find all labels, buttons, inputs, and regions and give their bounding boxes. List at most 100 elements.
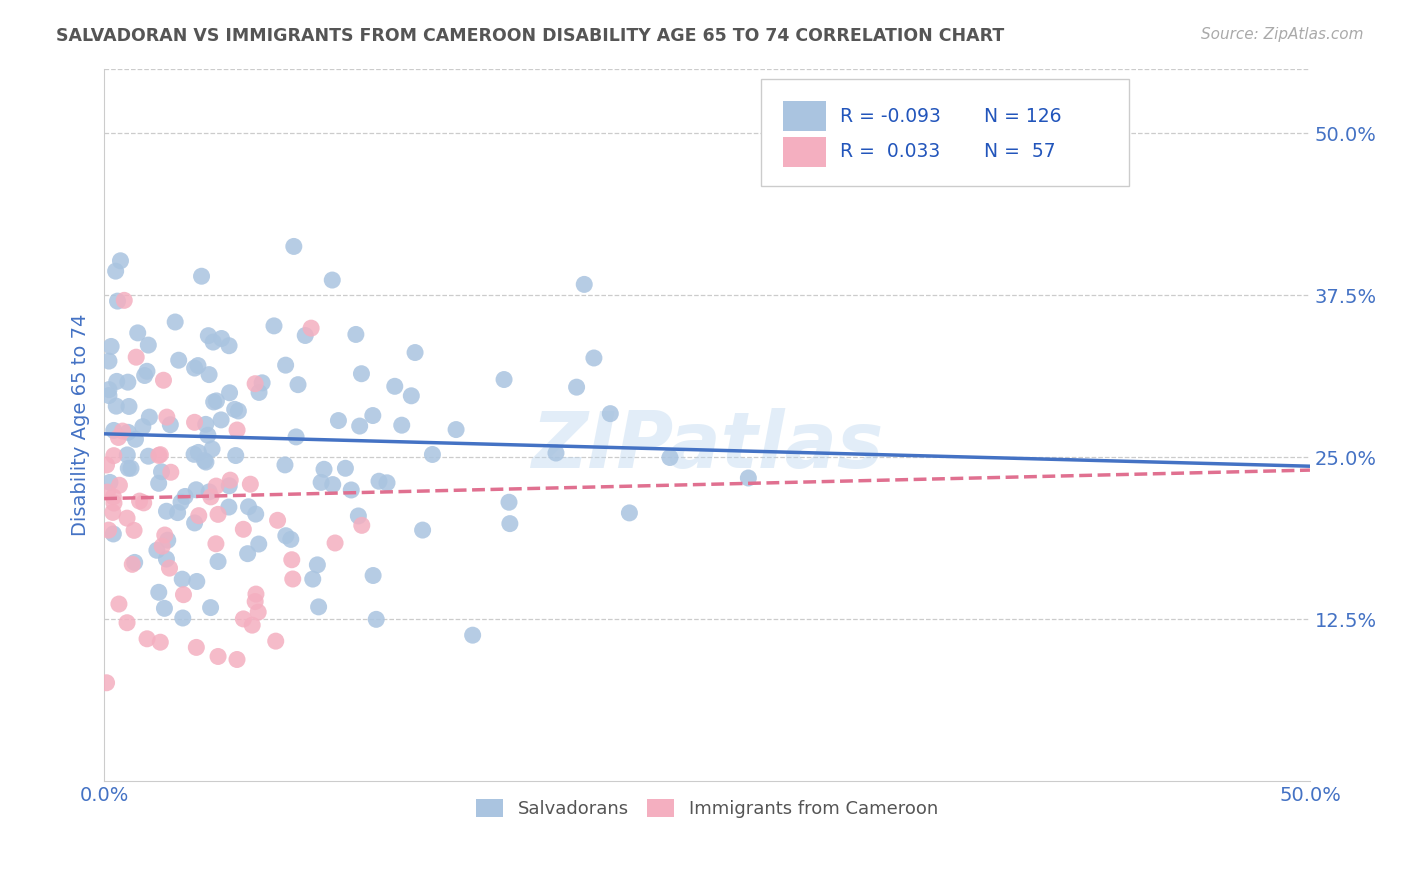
Point: [107, 294, 129, 309]
Point: [105, 399, 128, 413]
Point: [228, 404, 250, 418]
Point: [183, 447, 205, 461]
Point: [207, 555, 229, 569]
Point: [148, 449, 170, 463]
Point: [96, 458, 118, 472]
Point: [111, 424, 134, 438]
Point: [136, 632, 159, 646]
Point: [156, 533, 179, 548]
Point: [117, 448, 139, 462]
Point: [280, 533, 302, 547]
Point: [194, 417, 217, 432]
Point: [136, 338, 159, 352]
Point: [174, 490, 197, 504]
Point: [172, 588, 194, 602]
Point: [153, 528, 176, 542]
Text: R =  0.033: R = 0.033: [839, 143, 941, 161]
Point: [187, 445, 209, 459]
Point: [299, 321, 322, 335]
Point: [198, 368, 221, 382]
Point: [209, 413, 232, 427]
Point: [115, 615, 138, 630]
Point: [499, 516, 522, 531]
Point: [117, 375, 139, 389]
Point: [207, 508, 229, 522]
Point: [149, 448, 172, 462]
Point: [138, 449, 160, 463]
Point: [243, 376, 266, 391]
Point: [207, 649, 229, 664]
Point: [153, 601, 176, 615]
Point: [112, 293, 135, 308]
Point: [323, 536, 346, 550]
Point: [238, 500, 260, 514]
Point: [232, 522, 254, 536]
Point: [190, 269, 212, 284]
Point: [309, 475, 332, 490]
Point: [599, 407, 621, 421]
Point: [97, 383, 120, 397]
Text: Source: ZipAtlas.com: Source: ZipAtlas.com: [1201, 27, 1364, 42]
Point: [274, 529, 297, 543]
Point: [172, 572, 194, 586]
Point: [197, 428, 219, 442]
Point: [226, 423, 249, 437]
Point: [125, 350, 148, 364]
Point: [108, 597, 131, 611]
Point: [236, 547, 259, 561]
Point: [186, 640, 208, 655]
Text: SALVADORAN VS IMMIGRANTS FROM CAMEROON DISABILITY AGE 65 TO 74 CORRELATION CHART: SALVADORAN VS IMMIGRANTS FROM CAMEROON D…: [56, 27, 1004, 45]
Point: [283, 239, 305, 253]
Point: [205, 537, 228, 551]
Point: [205, 393, 228, 408]
Point: [172, 611, 194, 625]
Point: [544, 446, 567, 460]
Point: [321, 273, 343, 287]
Point: [205, 479, 228, 493]
Point: [247, 385, 270, 400]
Point: [264, 634, 287, 648]
Point: [124, 556, 146, 570]
Point: [350, 367, 373, 381]
Point: [165, 315, 187, 329]
Point: [98, 475, 121, 490]
Point: [243, 594, 266, 608]
Point: [391, 418, 413, 433]
FancyBboxPatch shape: [761, 79, 1129, 186]
Point: [97, 354, 120, 368]
Point: [250, 376, 273, 390]
Point: [294, 328, 316, 343]
Point: [159, 561, 181, 575]
Point: [219, 473, 242, 487]
Point: [124, 432, 146, 446]
Point: [301, 572, 323, 586]
Point: [132, 496, 155, 510]
Point: [132, 419, 155, 434]
Point: [422, 448, 444, 462]
Point: [239, 477, 262, 491]
Point: [108, 478, 131, 492]
Point: [183, 415, 205, 429]
Point: [247, 537, 270, 551]
Point: [103, 496, 125, 510]
Point: [245, 587, 267, 601]
Point: [183, 361, 205, 376]
FancyBboxPatch shape: [783, 136, 827, 167]
Point: [170, 495, 193, 509]
Point: [103, 449, 125, 463]
Point: [150, 539, 173, 553]
Point: [148, 585, 170, 599]
Point: [122, 524, 145, 538]
Point: [266, 513, 288, 527]
Point: [308, 599, 330, 614]
Point: [150, 465, 173, 479]
Text: R = -0.093: R = -0.093: [839, 107, 941, 126]
Point: [96, 675, 118, 690]
Point: [312, 462, 335, 476]
Text: ZIPatlas: ZIPatlas: [531, 409, 883, 484]
Point: [344, 327, 367, 342]
Point: [200, 600, 222, 615]
Point: [148, 476, 170, 491]
Point: [136, 364, 159, 378]
Y-axis label: Disability Age 65 to 74: Disability Age 65 to 74: [72, 314, 90, 536]
